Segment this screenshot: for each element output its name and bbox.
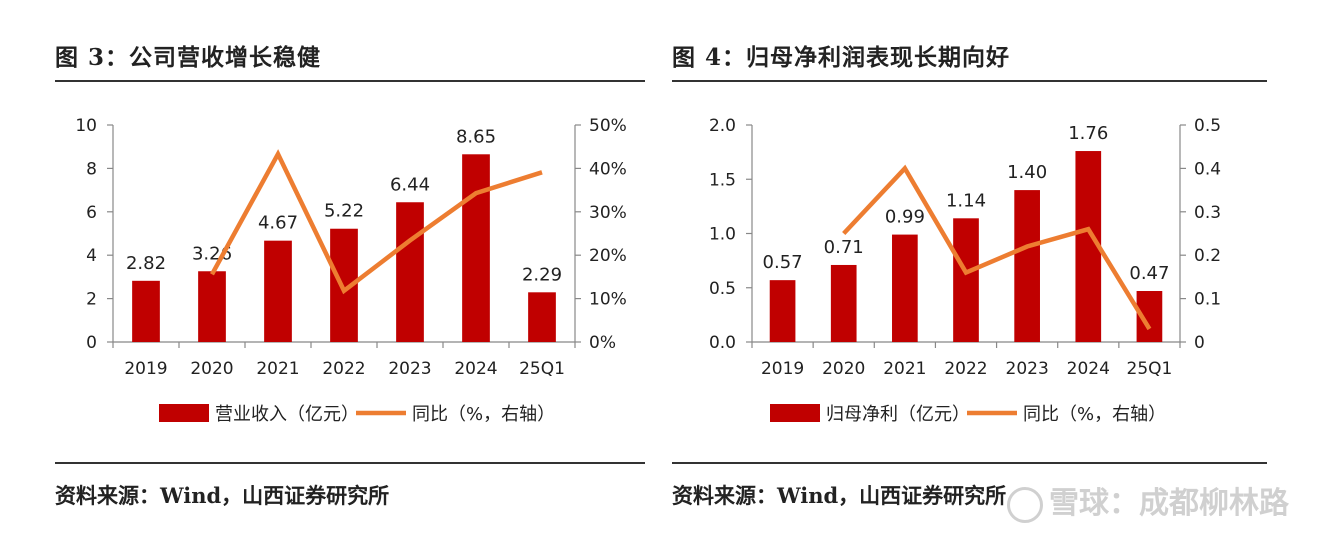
- left-axis-tick-label: 2: [86, 290, 97, 310]
- right-axis-tick-label: 0%: [589, 333, 616, 353]
- bar-value-label: 4.67: [258, 213, 298, 234]
- figure-4-title: 图 4：归母净利润表现长期向好: [672, 44, 1011, 71]
- right-axis-tick-label: 0.3: [1194, 203, 1221, 223]
- figure-3-title: 图 3：公司营收增长稳健: [55, 44, 322, 71]
- figure-3-source: 资料来源：Wind，山西证券研究所: [55, 483, 390, 508]
- x-axis-tick-label: 2020: [190, 359, 233, 379]
- legend-line-label: 同比（%，右轴）: [412, 404, 555, 425]
- x-axis-tick-label: 2019: [761, 359, 804, 379]
- watermark: 雪球：成都柳林路: [1007, 478, 1289, 523]
- x-axis-tick-label: 2021: [883, 359, 926, 379]
- bar-2024: [462, 154, 490, 342]
- bar-2021: [892, 234, 918, 342]
- left-axis-tick-label: 2.0: [709, 116, 736, 136]
- bar-value-label: 1.40: [1007, 162, 1047, 183]
- x-axis-tick-label: 2020: [822, 359, 865, 379]
- bar-25Q1: [528, 292, 556, 342]
- left-axis-tick-label: 4: [86, 246, 97, 266]
- yoy-growth-line: [842, 164, 1152, 331]
- bar-2021: [264, 240, 292, 342]
- bar-2019: [132, 280, 160, 342]
- bar-value-label: 1.14: [946, 190, 986, 211]
- net-profit-chart: 0.0 0.5 1.0 1.5 2.0 0 0.1 0.2 0.3 0.4 0.5 0.57 2019 0…: [709, 116, 1221, 425]
- x-axis-tick-label: 2023: [388, 359, 431, 379]
- legend-line-label: 同比（%，右轴）: [1023, 404, 1166, 425]
- bar-2019: [769, 280, 796, 342]
- revenue-chart: 02468100%10%20%30%40%50%2.8220193.262020…: [75, 116, 627, 425]
- figure-3-top-rule: [55, 80, 645, 82]
- figure-4-source: 资料来源：Wind，山西证券研究所: [672, 483, 1007, 508]
- bar-value-label: 8.65: [456, 126, 496, 147]
- x-axis-tick-label: 2022: [944, 359, 987, 379]
- right-axis-tick-label: 20%: [589, 246, 627, 266]
- figure-3-panel: 图 3：公司营收增长稳健 0 2 4 6 8 10 0% 10% 20% 30% 40% 50% 2.8…: [55, 0, 645, 540]
- figure-4-top-rule: [672, 80, 1267, 82]
- left-axis-tick-label: 0: [86, 333, 97, 353]
- right-axis-tick-label: 10%: [589, 290, 627, 310]
- right-axis-tick-label: 0.4: [1194, 159, 1221, 179]
- figure-3-bottom-rule: [55, 462, 645, 464]
- x-axis-tick-label: 2023: [1006, 359, 1049, 379]
- yoy-growth-line: [210, 149, 543, 295]
- x-axis-tick-label: 2019: [124, 359, 167, 379]
- x-axis-tick-label: 2024: [1067, 359, 1110, 379]
- right-axis-tick-label: 30%: [589, 203, 627, 223]
- left-axis-tick-label: 1.0: [709, 225, 736, 245]
- left-axis-tick-label: 8: [86, 159, 97, 179]
- right-axis-tick-label: 0.1: [1194, 290, 1221, 310]
- legend-bar-swatch: [770, 404, 820, 422]
- legend-bar-swatch: [159, 404, 209, 422]
- right-axis-tick-label: 0: [1194, 333, 1205, 353]
- left-axis-tick-label: 0.0: [709, 333, 736, 353]
- right-axis-tick-label: 50%: [589, 116, 627, 136]
- left-axis-tick-label: 0.5: [709, 279, 736, 299]
- x-axis-tick-label: 2022: [322, 359, 365, 379]
- bar-2020: [198, 271, 226, 342]
- figure-4-bottom-rule: [672, 462, 1267, 464]
- right-axis-tick-label: 0.2: [1194, 246, 1221, 266]
- legend-bar-label: 营业收入（亿元）: [215, 404, 359, 425]
- left-axis-tick-label: 10: [75, 116, 97, 136]
- bar-2022: [953, 218, 979, 342]
- watermark-text: 雪球：成都柳林路: [1049, 486, 1289, 521]
- bar-value-label: 0.99: [885, 207, 925, 228]
- x-axis-tick-label: 2021: [256, 359, 299, 379]
- bar-value-label: 0.57: [763, 252, 803, 273]
- left-axis-tick-label: 6: [86, 203, 97, 223]
- left-axis-tick-label: 1.5: [709, 170, 736, 190]
- bar-value-label: 0.47: [1129, 263, 1169, 284]
- x-axis-tick-label: 25Q1: [519, 359, 565, 379]
- bar-value-label: 2.29: [522, 264, 562, 285]
- bar-2023: [396, 202, 424, 342]
- bar-2023: [1014, 190, 1040, 342]
- snowball-logo-icon: [1007, 486, 1043, 523]
- bar-2020: [830, 264, 857, 342]
- bar-value-label: 1.76: [1068, 123, 1108, 144]
- bar-value-label: 5.22: [324, 201, 364, 222]
- bar-value-label: 6.44: [390, 174, 430, 195]
- bar-value-label: 0.71: [824, 237, 864, 258]
- right-axis-tick-label: 40%: [589, 159, 627, 179]
- x-axis-tick-label: 2024: [454, 359, 497, 379]
- figure-4-panel: 图 4：归母净利润表现长期向好 0.0 0.5 1.0 1.5 2.0 0 0.1 0.2 0.…: [672, 0, 1267, 540]
- x-axis-tick-label: 25Q1: [1127, 359, 1173, 379]
- legend-bar-label: 归母净利（亿元）: [826, 404, 970, 425]
- bar-value-label: 2.82: [126, 253, 166, 274]
- right-axis-tick-label: 0.5: [1194, 116, 1221, 136]
